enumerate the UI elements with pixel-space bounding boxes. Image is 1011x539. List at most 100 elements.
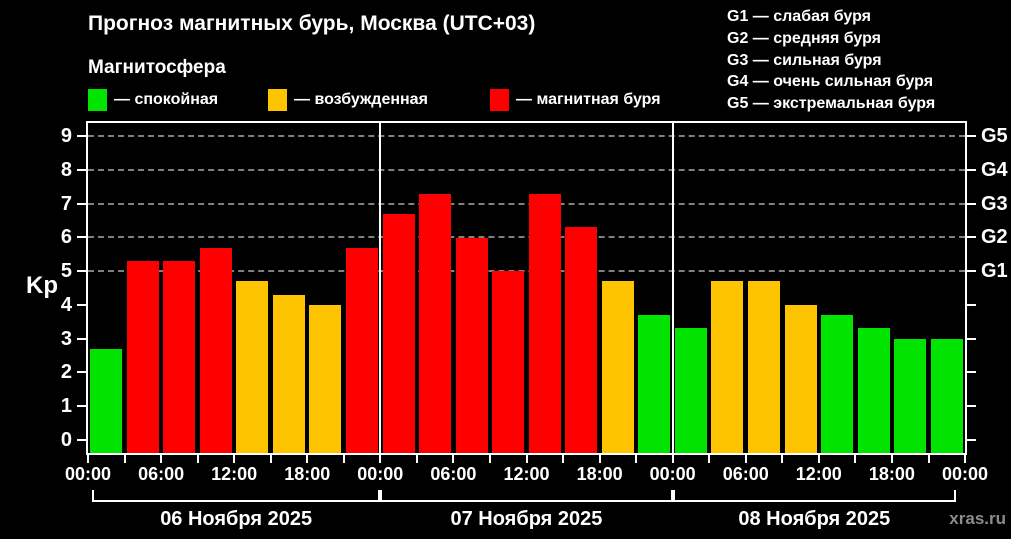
y-axis-tick-label: 7 bbox=[60, 192, 72, 215]
x-axis-tick-label: 00:00 bbox=[649, 464, 696, 484]
y-axis-tick-label: 8 bbox=[60, 159, 72, 182]
date-label: 06 Ноября 2025 bbox=[160, 508, 313, 530]
y-axis-tick-label: 1 bbox=[60, 394, 72, 417]
y-axis-tick-label: 0 bbox=[60, 428, 72, 451]
storm-color-swatch bbox=[490, 89, 509, 111]
right-axis-tick bbox=[967, 169, 976, 172]
page-title: Прогноз магнитных бурь, Москва (UTC+03) bbox=[88, 12, 536, 35]
y-axis-tick bbox=[77, 135, 86, 138]
gridline bbox=[88, 236, 965, 239]
x-axis-tick bbox=[927, 455, 930, 463]
plot-frame bbox=[86, 121, 967, 455]
right-axis-tick bbox=[967, 236, 976, 239]
x-axis-tick-label: 18:00 bbox=[576, 464, 623, 484]
kp-bar bbox=[857, 328, 890, 453]
kp-bar bbox=[528, 193, 561, 453]
kp-bar bbox=[272, 294, 305, 453]
x-axis-tick bbox=[489, 455, 491, 463]
x-axis-tick bbox=[744, 455, 747, 463]
x-axis-tick bbox=[379, 455, 382, 463]
kp-bar bbox=[382, 213, 415, 453]
watermark: xras.ru bbox=[949, 509, 1006, 528]
kp-bar bbox=[674, 328, 707, 453]
kp-bar bbox=[565, 227, 598, 453]
kp-bar bbox=[126, 261, 159, 453]
x-axis-tick-label: 12:00 bbox=[211, 464, 258, 484]
right-axis-tick bbox=[967, 303, 976, 306]
gridline bbox=[88, 169, 965, 172]
g4-legend-line: G4 — очень сильная буря bbox=[727, 73, 934, 91]
right-axis-tick bbox=[967, 135, 976, 138]
gridline bbox=[88, 202, 965, 205]
x-axis-tick bbox=[781, 455, 784, 463]
x-axis-tick bbox=[708, 455, 711, 463]
kp-bar bbox=[894, 338, 927, 453]
kp-bar bbox=[784, 304, 817, 453]
g-level-label: G5 bbox=[981, 125, 1008, 148]
y-axis-tick bbox=[77, 404, 86, 407]
x-axis-tick-label: 00:00 bbox=[64, 464, 112, 484]
x-axis-tick bbox=[87, 455, 89, 463]
kp-bar bbox=[346, 247, 379, 453]
g2-legend-line: G2 — средняя буря bbox=[727, 29, 881, 47]
y-axis-tick-label: 3 bbox=[60, 327, 72, 350]
x-axis-tick bbox=[452, 455, 455, 463]
y-axis-title: Kp bbox=[26, 272, 58, 299]
right-axis-tick bbox=[967, 438, 976, 441]
date-bracket bbox=[672, 490, 956, 502]
legend-label-excited: — возбужденная bbox=[294, 91, 428, 108]
y-axis-tick bbox=[77, 337, 86, 340]
g-level-label: G3 bbox=[981, 192, 1008, 215]
quiet-color-swatch bbox=[88, 89, 107, 111]
x-axis-tick-label: 06:00 bbox=[138, 464, 185, 484]
date-label: 08 Ноября 2025 bbox=[738, 508, 891, 530]
x-axis-tick-label: 12:00 bbox=[795, 464, 842, 484]
kp-bar bbox=[930, 338, 963, 453]
y-axis-tick bbox=[77, 303, 86, 306]
y-axis-tick-label: 5 bbox=[60, 260, 72, 283]
kp-bar bbox=[638, 314, 671, 453]
g-scale-legend: G1 — слабая буря G2 — средняя буря G3 — … bbox=[727, 6, 935, 115]
legend-label-storm: — магнитная буря bbox=[516, 91, 661, 108]
legend-item-excited: — возбужденная bbox=[268, 88, 428, 112]
date-bracket bbox=[92, 490, 381, 502]
gridline bbox=[88, 135, 965, 138]
y-axis-tick-label: 6 bbox=[60, 226, 72, 249]
kp-bar bbox=[748, 281, 781, 453]
kp-bar bbox=[309, 304, 342, 453]
legend-item-quiet: — спокойная bbox=[88, 88, 218, 112]
right-axis-tick bbox=[967, 337, 976, 340]
g-level-label: G1 bbox=[981, 260, 1008, 283]
g-level-label: G4 bbox=[981, 159, 1008, 182]
x-axis-tick bbox=[964, 455, 966, 463]
kp-bar bbox=[821, 314, 854, 453]
x-axis-tick bbox=[598, 455, 601, 463]
x-axis-tick bbox=[635, 455, 638, 463]
x-axis-tick-label: 06:00 bbox=[722, 464, 769, 484]
x-axis-tick bbox=[342, 455, 345, 463]
right-axis-tick bbox=[967, 202, 976, 205]
right-axis-tick bbox=[967, 404, 976, 407]
x-axis-tick-label: 06:00 bbox=[430, 464, 477, 484]
kp-bar bbox=[90, 348, 123, 453]
kp-bar bbox=[455, 237, 488, 453]
x-axis-tick-label: 18:00 bbox=[284, 464, 331, 484]
x-axis-tick bbox=[890, 455, 893, 463]
x-axis-tick bbox=[854, 455, 857, 463]
y-axis-tick bbox=[77, 202, 86, 205]
y-axis-tick bbox=[77, 270, 86, 273]
x-axis-tick-label: 18:00 bbox=[868, 464, 915, 484]
date-label: 07 Ноября 2025 bbox=[450, 508, 603, 530]
y-axis-tick-label: 2 bbox=[60, 361, 72, 384]
x-axis-tick bbox=[196, 455, 199, 463]
date-bracket bbox=[380, 490, 673, 502]
kp-bar bbox=[601, 281, 634, 453]
x-axis-tick-label: 12:00 bbox=[503, 464, 550, 484]
legend-label-quiet: — спокойная bbox=[114, 91, 219, 108]
y-axis-tick-label: 4 bbox=[60, 293, 72, 316]
kp-bar bbox=[419, 193, 452, 453]
kp-bar bbox=[711, 281, 744, 453]
x-axis-tick bbox=[160, 455, 163, 463]
excited-color-swatch bbox=[268, 89, 287, 111]
